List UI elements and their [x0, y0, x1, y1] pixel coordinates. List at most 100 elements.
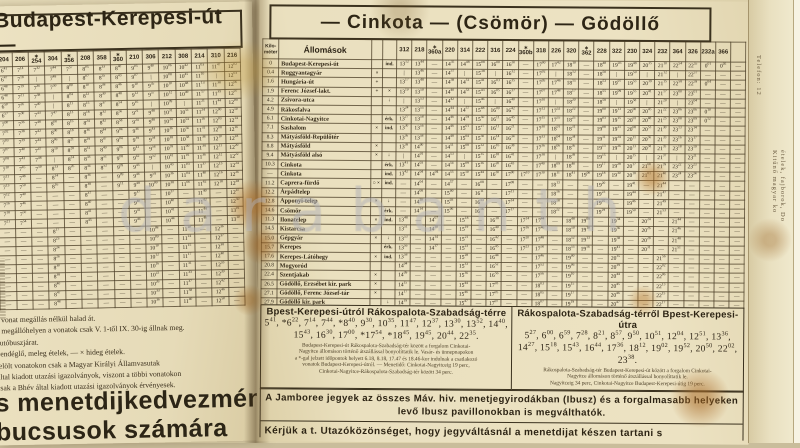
time-cell: 1220	[226, 143, 242, 152]
time-cell: —	[114, 289, 130, 298]
time-cell: 824	[78, 119, 94, 128]
time-cell: —	[426, 198, 441, 207]
time-cell: 1944	[623, 190, 638, 199]
time-cell: —	[0, 247, 16, 256]
train-number-header: ∗362	[579, 41, 594, 61]
time-cell: 2122	[654, 107, 669, 116]
time-cell: 942	[128, 154, 144, 163]
time-cell: —	[441, 281, 456, 290]
time-cell: 1742	[548, 61, 563, 70]
time-cell: —	[745, 246, 747, 255]
time-cell: —	[427, 69, 442, 78]
time-cell: —	[227, 224, 243, 233]
time-cell: —	[684, 200, 699, 209]
time-cell: —	[396, 179, 411, 188]
time-cell: |	[639, 153, 654, 162]
time-cell: —	[47, 192, 63, 201]
time-cell: 826	[63, 164, 79, 173]
time-cell: 921	[127, 109, 143, 118]
time-cell: 904	[111, 127, 127, 136]
time-cell: —	[745, 255, 747, 264]
time-cell: —	[578, 199, 593, 208]
time-cell: 1042	[175, 63, 191, 72]
time-cell: |	[45, 93, 61, 102]
time-cell: 750	[15, 210, 31, 219]
time-cell: 711	[0, 175, 14, 184]
time-cell: 1638	[487, 217, 502, 226]
time-cell: 005	[715, 62, 730, 71]
station-symbol	[371, 96, 382, 105]
time-cell: 821	[62, 137, 78, 146]
time-cell: 1407	[426, 216, 441, 225]
departures-box-right-times: 527, 600, 659, 728, 821, 857, 950, 1051,…	[515, 330, 740, 368]
time-cell: —	[579, 61, 594, 70]
time-cell: 847	[49, 291, 65, 300]
time-cell: 1840	[563, 162, 578, 171]
time-cell: 948	[143, 109, 159, 118]
time-cell: —	[410, 280, 425, 289]
time-cell: 745	[14, 165, 30, 174]
time-cell: —	[518, 125, 533, 134]
time-cell: 828	[63, 146, 79, 155]
time-cell: —	[669, 255, 684, 264]
time-cell: 1403	[411, 161, 426, 170]
time-cell: —	[426, 161, 441, 170]
time-cell: 835	[94, 74, 110, 83]
time-cell: —	[31, 183, 47, 192]
time-cell: |	[46, 156, 62, 165]
time-cell: 1907	[609, 80, 624, 89]
time-cell: —	[115, 307, 131, 310]
time-cell: 800	[61, 83, 77, 92]
time-cell: 1630	[503, 60, 518, 69]
time-cell: —	[563, 199, 578, 208]
time-cell: 1016	[146, 262, 162, 271]
time-cell: 1228	[226, 179, 242, 188]
time-cell: —	[427, 78, 442, 87]
time-cell: —	[638, 282, 653, 291]
time-cell: —	[731, 71, 746, 80]
arrival-departure-label: ↓	[382, 152, 396, 161]
time-cell: 1224	[226, 161, 242, 170]
train-number-header: 222	[473, 40, 488, 60]
time-cell: —	[700, 145, 715, 154]
time-cell: 1417	[395, 289, 410, 298]
time-cell: 1836	[563, 144, 578, 153]
time-cell: —	[578, 107, 593, 116]
time-cell: 1822	[547, 208, 562, 217]
time-cell: 1953	[624, 80, 639, 89]
time-cell: —	[145, 190, 161, 199]
time-cell: —	[532, 180, 547, 189]
time-cell: 1850	[594, 70, 609, 79]
time-cell: 747	[30, 147, 46, 156]
time-cell: —	[66, 299, 82, 308]
time-cell: 1616	[487, 143, 502, 152]
time-cell: 1642	[503, 106, 518, 115]
time-cell: —	[699, 181, 714, 190]
time-cell: 1404	[395, 262, 410, 271]
departures-box-left-times: 541, *622, 714, 744, *840, 930, 1035, 11…	[264, 317, 508, 343]
time-cell: 750	[45, 84, 61, 93]
time-cell: —	[471, 235, 486, 244]
time-cell: 2039	[608, 263, 623, 272]
time-cell: —	[65, 281, 81, 290]
time-cell: 1106	[177, 180, 193, 189]
time-cell: —	[730, 163, 745, 172]
time-cell: 1921	[609, 126, 624, 135]
time-cell: 1034	[160, 117, 176, 126]
time-cell: —	[638, 254, 653, 263]
time-cell: 1358	[395, 253, 410, 262]
departures-box-right-fineprint: Rákospalota-Szabadság-tér Budapest-Kerep…	[515, 367, 740, 388]
time-cell: —	[699, 273, 714, 282]
time-cell: 2202	[653, 264, 668, 273]
time-cell: —	[729, 292, 744, 301]
time-cell: —	[131, 307, 147, 310]
arrival-departure-label	[381, 289, 395, 298]
time-cell: 1056	[176, 126, 192, 135]
right-page: — Cinkota — (Csömör) — Gödöllő Kilo-méte…	[256, 0, 751, 445]
time-cell: 1634	[502, 134, 517, 143]
time-cell: 1210	[225, 107, 241, 116]
time-cell: —	[426, 207, 441, 216]
time-cell: —	[471, 272, 486, 281]
time-cell: 1051	[176, 108, 192, 117]
time-cell: —	[700, 99, 715, 108]
